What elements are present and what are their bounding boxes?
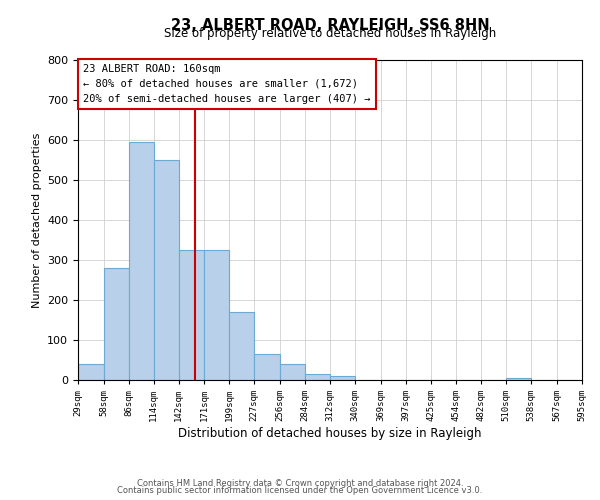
Bar bbox=[506, 378, 531, 380]
Bar bbox=[104, 268, 129, 380]
Y-axis label: Number of detached properties: Number of detached properties bbox=[32, 132, 41, 308]
Text: Size of property relative to detached houses in Rayleigh: Size of property relative to detached ho… bbox=[164, 28, 496, 40]
Text: Contains public sector information licensed under the Open Government Licence v3: Contains public sector information licen… bbox=[118, 486, 482, 495]
Bar bbox=[254, 354, 280, 380]
Bar bbox=[305, 374, 330, 380]
Bar bbox=[78, 364, 104, 380]
Text: 23, ALBERT ROAD, RAYLEIGH, SS6 8HN: 23, ALBERT ROAD, RAYLEIGH, SS6 8HN bbox=[170, 18, 490, 32]
Bar bbox=[229, 312, 254, 380]
Bar bbox=[179, 250, 205, 380]
Text: 23 ALBERT ROAD: 160sqm
← 80% of detached houses are smaller (1,672)
20% of semi-: 23 ALBERT ROAD: 160sqm ← 80% of detached… bbox=[83, 64, 371, 104]
Bar bbox=[154, 160, 179, 380]
Text: Contains HM Land Registry data © Crown copyright and database right 2024.: Contains HM Land Registry data © Crown c… bbox=[137, 478, 463, 488]
Bar bbox=[205, 250, 229, 380]
X-axis label: Distribution of detached houses by size in Rayleigh: Distribution of detached houses by size … bbox=[178, 427, 482, 440]
Bar bbox=[129, 142, 154, 380]
Bar bbox=[330, 376, 355, 380]
Bar bbox=[280, 364, 305, 380]
